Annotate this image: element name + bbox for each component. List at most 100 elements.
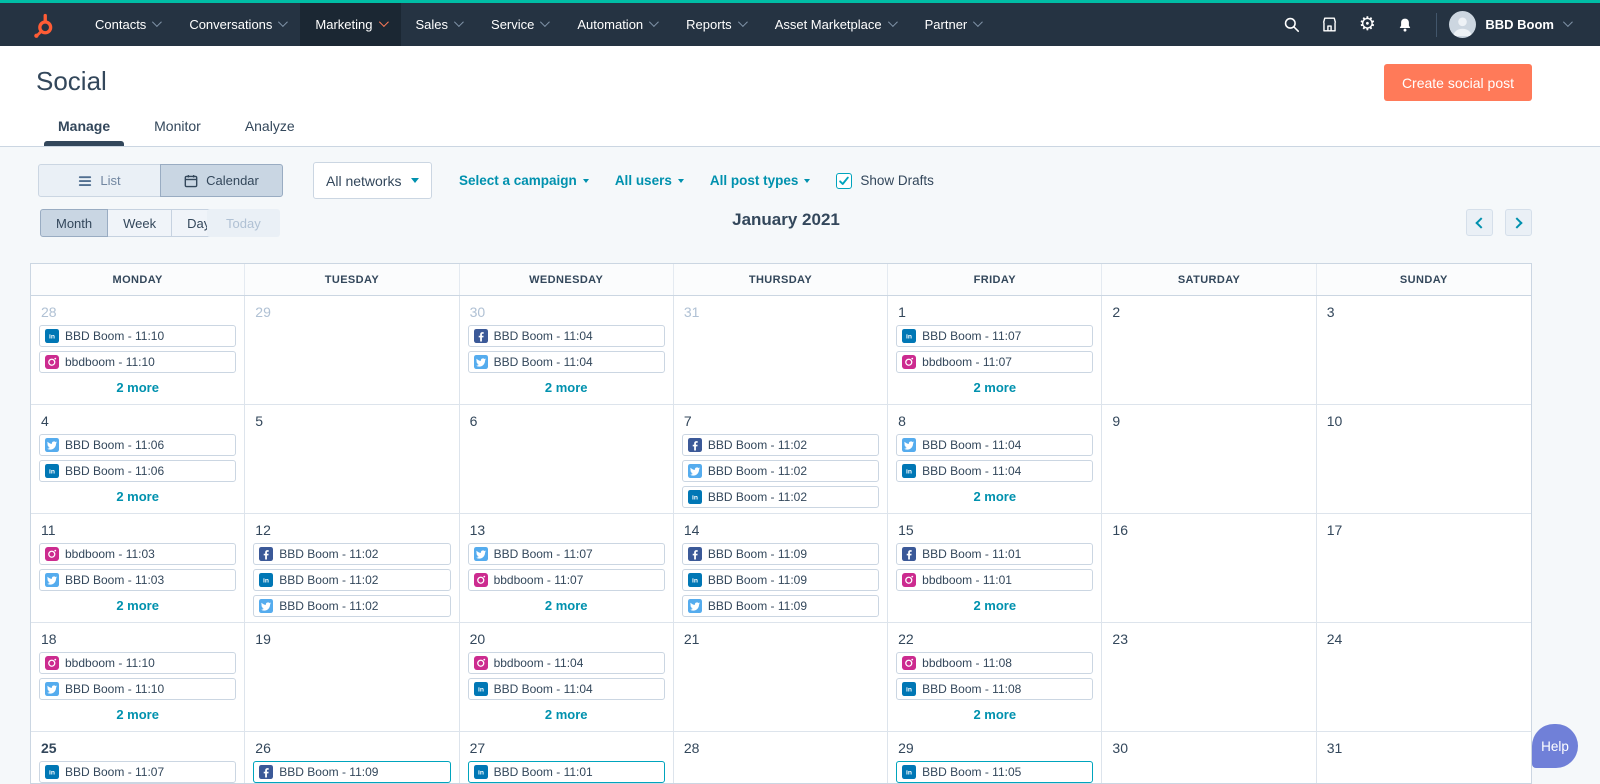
post-item[interactable]: in BBD Boom - 11:02 <box>681 486 880 508</box>
post-item[interactable]: BBD Boom - 11:03 <box>39 569 237 591</box>
nav-item-contacts[interactable]: Contacts <box>80 3 174 46</box>
post-item[interactable]: BBD Boom - 11:01 <box>896 543 1094 565</box>
calendar-cell[interactable]: 15 BBD Boom - 11:01 bbdboom - 11:01 2 more <box>888 514 1103 623</box>
more-posts-link[interactable]: 2 more <box>116 707 159 722</box>
calendar-cell[interactable]: 3 <box>1316 296 1531 405</box>
calendar-cell[interactable]: 25 in BBD Boom - 11:07 <box>31 732 246 783</box>
calendar-cell[interactable]: 1 in BBD Boom - 11:07 bbdboom - 11:07 2 more <box>888 296 1103 405</box>
more-posts-link[interactable]: 2 more <box>544 380 588 395</box>
nav-item-sales[interactable]: Sales <box>401 3 477 46</box>
show-drafts-toggle[interactable]: Show Drafts <box>836 172 934 189</box>
post-item[interactable]: in BBD Boom - 11:10 <box>39 325 237 347</box>
today-button[interactable]: Today <box>207 209 280 237</box>
calendar-cell[interactable]: 7 BBD Boom - 11:02 BBD Boom - 11:02 in BBD B… <box>673 405 889 514</box>
networks-dropdown[interactable]: All networks <box>313 162 432 199</box>
calendar-cell[interactable]: 26 BBD Boom - 11:09 <box>245 732 460 783</box>
post-item[interactable]: bbdboom - 11:07 <box>896 351 1094 373</box>
post-item[interactable]: in BBD Boom - 11:07 <box>896 325 1094 347</box>
calendar-cell[interactable]: 20 bbdboom - 11:04 in BBD Boom - 11:04 2 mor… <box>459 623 674 732</box>
post-item[interactable]: BBD Boom - 11:04 <box>467 351 665 373</box>
nav-item-marketing[interactable]: Marketing <box>300 3 401 46</box>
post-item[interactable]: bbdboom - 11:08 <box>896 652 1094 674</box>
post-item[interactable]: BBD Boom - 11:09 <box>253 761 451 783</box>
post-item[interactable]: bbdboom - 11:03 <box>39 543 237 565</box>
more-posts-link[interactable]: 2 more <box>973 489 1017 504</box>
post-item[interactable]: in BBD Boom - 11:06 <box>39 460 237 482</box>
post-item[interactable]: bbdboom - 11:10 <box>39 652 237 674</box>
post-item[interactable]: BBD Boom - 11:02 <box>681 460 880 482</box>
show-drafts-checkbox[interactable] <box>836 172 853 189</box>
more-posts-link[interactable]: 2 more <box>116 380 159 395</box>
more-posts-link[interactable]: 2 more <box>973 380 1017 395</box>
post-item[interactable]: BBD Boom - 11:02 <box>253 595 451 617</box>
post-item[interactable]: in BBD Boom - 11:07 <box>39 761 237 783</box>
post-item[interactable]: BBD Boom - 11:06 <box>39 434 237 456</box>
more-posts-link[interactable]: 2 more <box>544 707 588 722</box>
marketplace-icon[interactable] <box>1310 3 1348 46</box>
post-item[interactable]: BBD Boom - 11:09 <box>681 543 880 565</box>
post-item[interactable]: BBD Boom - 11:02 <box>253 543 451 565</box>
post-item[interactable]: BBD Boom - 11:04 <box>467 325 665 347</box>
nav-item-service[interactable]: Service <box>476 3 562 46</box>
tab-manage[interactable]: Manage <box>36 106 132 146</box>
post-item[interactable]: in BBD Boom - 11:05 <box>896 761 1094 783</box>
calendar-cell[interactable]: 27 in BBD Boom - 11:01 <box>459 732 674 783</box>
tab-monitor[interactable]: Monitor <box>154 118 201 134</box>
calendar-cell[interactable]: 12 BBD Boom - 11:02 in BBD Boom - 11:02 BBD … <box>245 514 460 623</box>
notifications-bell-icon[interactable] <box>1386 3 1424 46</box>
post-item[interactable]: BBD Boom - 11:07 <box>467 543 665 565</box>
account-menu[interactable]: BBD Boom <box>1449 11 1573 38</box>
calendar-cell[interactable]: 29 <box>245 296 460 405</box>
calendar-cell[interactable]: 16 <box>1102 514 1317 623</box>
all-users-dropdown[interactable]: All users <box>615 173 684 188</box>
calendar-cell[interactable]: 5 <box>245 405 460 514</box>
post-item[interactable]: in BBD Boom - 11:01 <box>467 761 665 783</box>
help-button[interactable]: Help <box>1532 724 1578 768</box>
more-posts-link[interactable]: 2 more <box>973 598 1017 613</box>
calendar-cell[interactable]: 31 <box>1316 732 1531 783</box>
post-item[interactable]: BBD Boom - 11:04 <box>896 434 1094 456</box>
prev-month-button[interactable] <box>1466 209 1493 236</box>
nav-item-conversations[interactable]: Conversations <box>174 3 300 46</box>
week-button[interactable]: Week <box>107 209 173 237</box>
post-item[interactable]: bbdboom - 11:04 <box>467 652 665 674</box>
more-posts-link[interactable]: 2 more <box>544 598 588 613</box>
list-view-button[interactable]: List <box>38 164 161 197</box>
calendar-cell[interactable]: 22 bbdboom - 11:08 in BBD Boom - 11:08 2 mor… <box>888 623 1103 732</box>
create-social-post-button[interactable]: Create social post <box>1383 64 1532 101</box>
nav-item-asset-marketplace[interactable]: Asset Marketplace <box>760 3 910 46</box>
calendar-cell[interactable]: 2 <box>1102 296 1317 405</box>
hubspot-logo[interactable] <box>28 10 58 40</box>
calendar-cell[interactable]: 10 <box>1316 405 1531 514</box>
all-post-types-dropdown[interactable]: All post types <box>710 173 811 188</box>
calendar-cell[interactable]: 13 BBD Boom - 11:07 bbdboom - 11:07 2 more <box>459 514 674 623</box>
nav-item-automation[interactable]: Automation <box>562 3 671 46</box>
calendar-cell[interactable]: 21 <box>673 623 889 732</box>
calendar-cell[interactable]: 6 <box>459 405 674 514</box>
calendar-cell[interactable]: 29 in BBD Boom - 11:05 <box>888 732 1103 783</box>
calendar-cell[interactable]: 4 BBD Boom - 11:06 in BBD Boom - 11:06 2 mor… <box>31 405 246 514</box>
post-item[interactable]: BBD Boom - 11:09 <box>681 595 880 617</box>
post-item[interactable]: in BBD Boom - 11:08 <box>896 678 1094 700</box>
calendar-cell[interactable]: 19 <box>245 623 460 732</box>
post-item[interactable]: BBD Boom - 11:02 <box>681 434 880 456</box>
post-item[interactable]: bbdboom - 11:01 <box>896 569 1094 591</box>
calendar-cell[interactable]: 30 <box>1102 732 1317 783</box>
nav-item-partner[interactable]: Partner <box>910 3 996 46</box>
settings-gear-icon[interactable]: ⚙ <box>1358 14 1376 35</box>
next-month-button[interactable] <box>1505 209 1532 236</box>
search-icon[interactable] <box>1272 3 1310 46</box>
post-item[interactable]: in BBD Boom - 11:02 <box>253 569 451 591</box>
calendar-cell[interactable]: 24 <box>1316 623 1531 732</box>
calendar-cell[interactable]: 8 BBD Boom - 11:04 in BBD Boom - 11:04 2 mor… <box>888 405 1103 514</box>
calendar-cell[interactable]: 23 <box>1102 623 1317 732</box>
post-item[interactable]: in BBD Boom - 11:09 <box>681 569 880 591</box>
post-item[interactable]: in BBD Boom - 11:04 <box>467 678 665 700</box>
nav-item-reports[interactable]: Reports <box>671 3 760 46</box>
more-posts-link[interactable]: 2 more <box>116 598 159 613</box>
calendar-cell[interactable]: 17 <box>1316 514 1531 623</box>
select-a-campaign-dropdown[interactable]: Select a campaign <box>459 173 589 188</box>
more-posts-link[interactable]: 2 more <box>116 489 159 504</box>
post-item[interactable]: in BBD Boom - 11:04 <box>896 460 1094 482</box>
calendar-cell[interactable]: 30 BBD Boom - 11:04 BBD Boom - 11:04 2 more <box>459 296 674 405</box>
